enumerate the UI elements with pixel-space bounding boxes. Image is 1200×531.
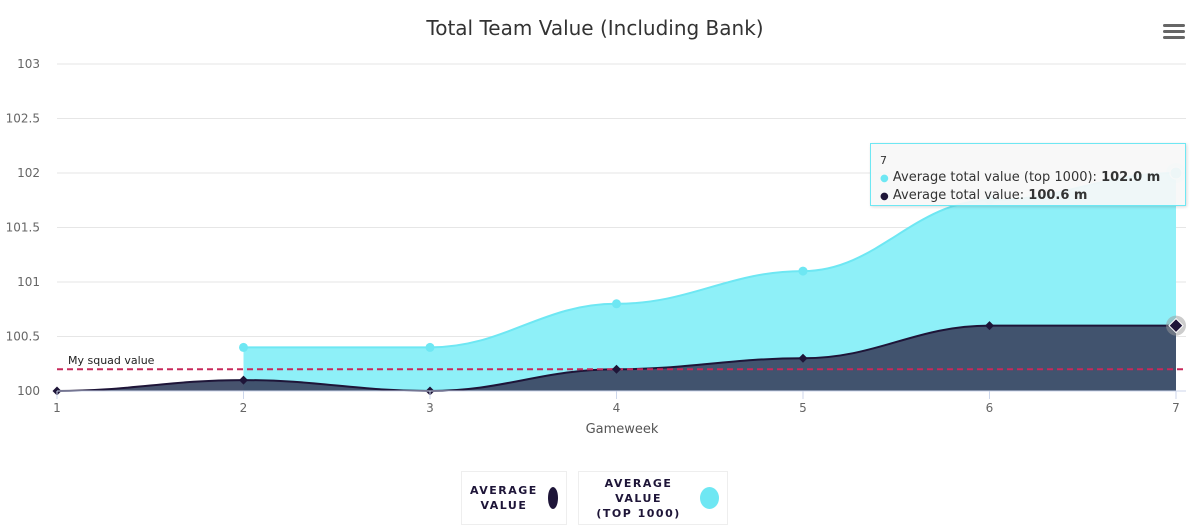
x-axis-label: Gameweek bbox=[586, 422, 659, 437]
legend-swatch-icon bbox=[547, 487, 558, 509]
legend-item-average-value-top1000[interactable]: AVERAGE VALUE (TOP 1000) bbox=[578, 471, 728, 525]
plot-lines: My squad value bbox=[57, 354, 1186, 371]
data-point bbox=[425, 342, 435, 352]
y-axis-ticks: 100 100.5 101 101.5 102 102.5 103 bbox=[6, 57, 40, 398]
data-point bbox=[239, 342, 248, 352]
tooltip-label: Average total value (top 1000): bbox=[892, 170, 1102, 185]
y-tick-label: 100.5 bbox=[6, 330, 40, 344]
y-tick-label: 101 bbox=[17, 275, 40, 289]
y-tick-label: 102.5 bbox=[6, 112, 40, 126]
x-tick-label: 2 bbox=[240, 401, 248, 415]
x-tick-label: 7 bbox=[1172, 401, 1180, 415]
legend-label: AVERAGE VALUE bbox=[470, 484, 538, 512]
tooltip-value: 102.0 m bbox=[1101, 170, 1161, 185]
hamburger-menu-icon[interactable] bbox=[1163, 24, 1185, 42]
y-tick-label: 102 bbox=[17, 166, 40, 180]
data-point bbox=[612, 299, 621, 309]
tooltip: 7 ● Average total value (top 1000): 102.… bbox=[870, 143, 1186, 206]
y-tick-label: 100 bbox=[17, 384, 40, 398]
data-point bbox=[985, 321, 994, 331]
x-tick-label: 5 bbox=[799, 401, 807, 415]
data-point bbox=[798, 353, 808, 363]
tooltip-row-average: ● Average total value: 100.6 m bbox=[880, 187, 1176, 205]
data-point bbox=[612, 364, 621, 374]
tooltip-dot-icon: ● bbox=[880, 173, 889, 184]
legend-swatch-icon bbox=[700, 487, 719, 509]
tooltip-row-top1000: ● Average total value (top 1000): 102.0 … bbox=[880, 169, 1176, 187]
legend-label: AVERAGE VALUE (TOP 1000) bbox=[596, 476, 681, 520]
tooltip-label: Average total value: bbox=[892, 188, 1029, 203]
x-axis: 1 2 3 4 5 6 7 bbox=[53, 390, 1186, 415]
data-point bbox=[798, 266, 808, 276]
tooltip-header: 7 bbox=[880, 154, 887, 167]
tooltip-dot-icon: ● bbox=[880, 191, 889, 202]
data-point bbox=[239, 375, 248, 385]
tooltip-value: 100.6 m bbox=[1028, 188, 1088, 203]
x-tick-label: 6 bbox=[986, 401, 994, 415]
legend-item-average-value[interactable]: AVERAGE VALUE bbox=[461, 471, 567, 525]
x-tick-label: 3 bbox=[426, 401, 434, 415]
squad-value-label: My squad value bbox=[68, 354, 155, 367]
y-tick-label: 101.5 bbox=[6, 221, 40, 235]
x-tick-label: 1 bbox=[53, 401, 61, 415]
x-tick-label: 4 bbox=[613, 401, 621, 415]
y-tick-label: 103 bbox=[17, 57, 40, 71]
chart-title: Total Team Value (Including Bank) bbox=[426, 16, 764, 40]
data-point bbox=[1168, 317, 1184, 334]
